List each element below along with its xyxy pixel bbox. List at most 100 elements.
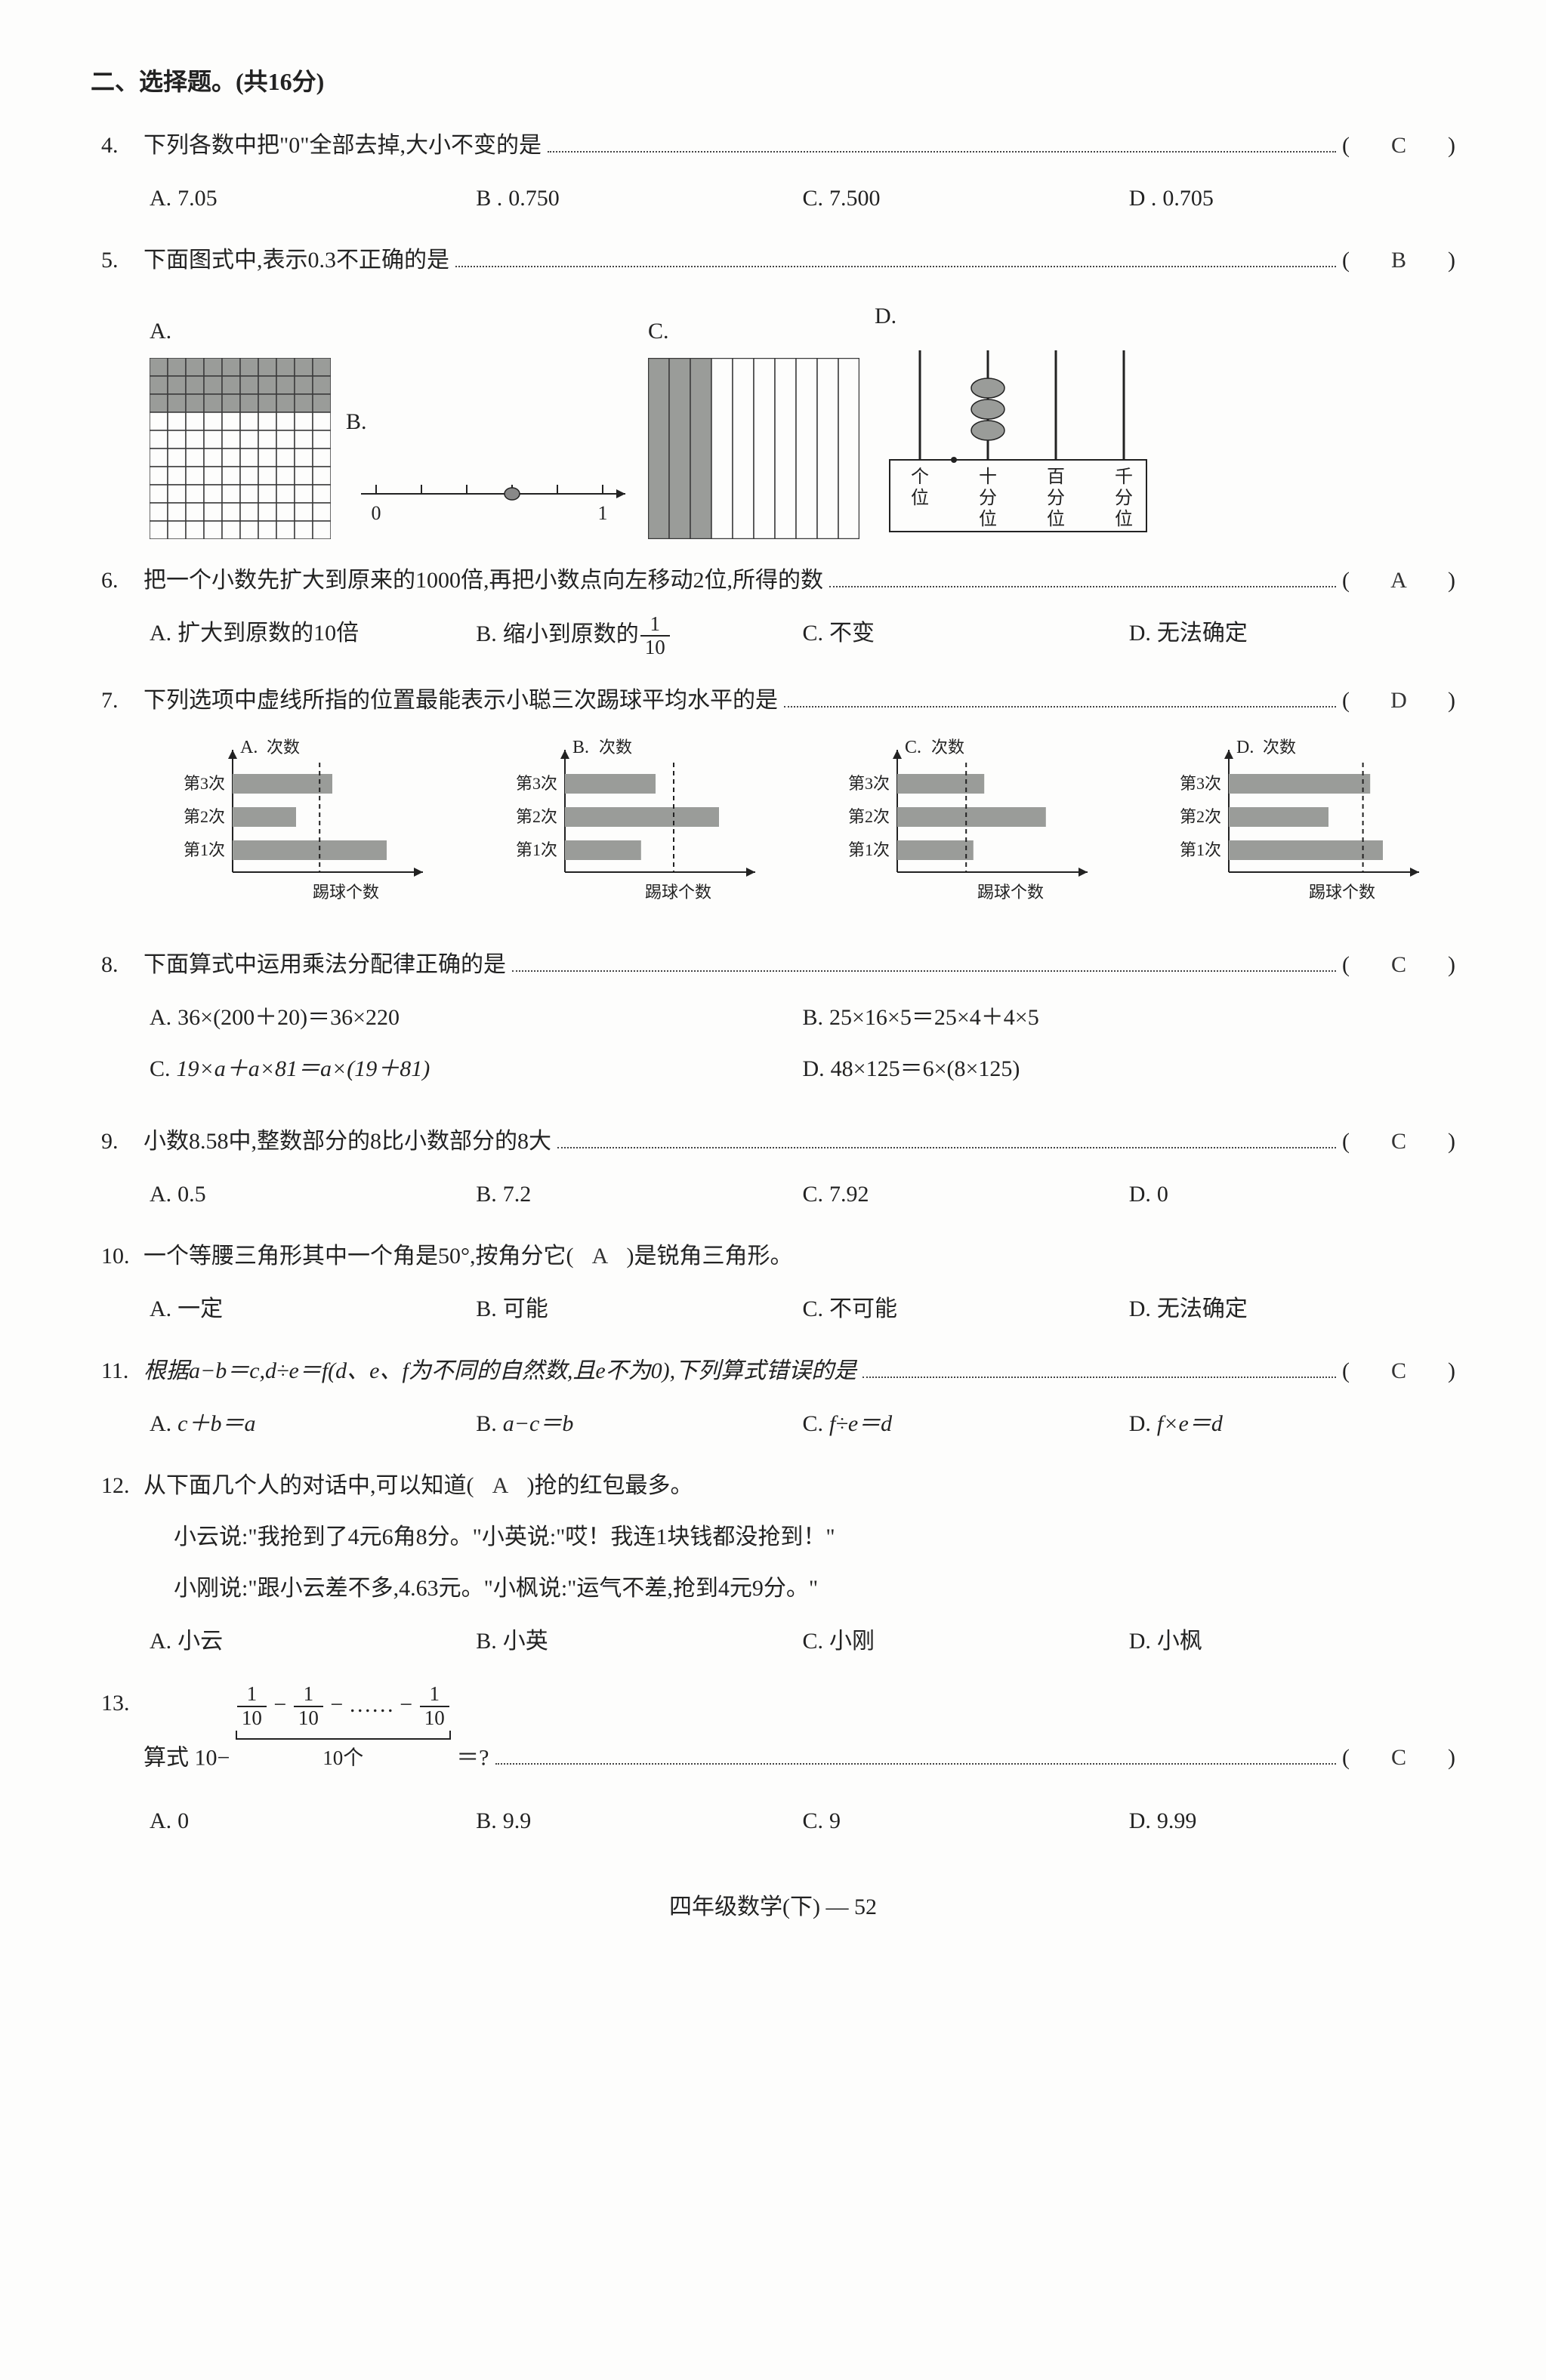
svg-text:次数: 次数 — [599, 738, 632, 757]
grid-figure — [150, 358, 331, 539]
svg-text:第2次: 第2次 — [847, 807, 889, 826]
svg-text:次数: 次数 — [267, 738, 300, 757]
q7-opt-d: D.次数第3次第2次第1次踢球个数 — [1146, 736, 1455, 923]
question-8: 8. 下面算式中运用乘法分配律正确的是 ( C ) A.36×(200＋20)＝… — [143, 945, 1455, 1100]
question-13: 13. 算式 10− 110 − 110 − …… − 110 10个 ＝? (… — [143, 1683, 1455, 1842]
q10-inline-answer: A — [574, 1236, 627, 1277]
q12-opt-d: D.小枫 — [1129, 1621, 1455, 1662]
q12-line1: 小云说:"我抢到了4元6角8分。"小英说:"哎！我连1块钱都没抢到！" — [174, 1517, 1455, 1558]
q10-opt-a: A.一定 — [150, 1289, 476, 1330]
q6-stem: 把一个小数先扩大到原来的1000倍,再把小数点向左移动2位,所得的数 — [143, 560, 823, 601]
q5-num: 5. — [101, 240, 119, 281]
q7-stem: 下列选项中虚线所指的位置最能表示小聪三次踢球平均水平的是 — [143, 680, 778, 721]
q11-answer: C — [1372, 1351, 1425, 1392]
section-title: 二、选择题。(共16分) — [91, 60, 1455, 104]
q9-num: 9. — [101, 1121, 119, 1162]
q6-opt-c: C.不变 — [803, 613, 1129, 659]
q5-paren: ( B ) — [1342, 240, 1455, 281]
q10-opt-c: C.不可能 — [803, 1289, 1129, 1330]
svg-text:千: 千 — [1115, 467, 1133, 487]
q11-options: A.c＋b＝a B.a−c＝b C.f÷e＝d D.f×e＝d — [150, 1404, 1455, 1444]
q8-opt-d: D.48×125＝6×(8×125) — [803, 1049, 1456, 1090]
bar-chart-d: D.次数第3次第2次第1次踢球个数 — [1146, 736, 1433, 910]
svg-text:D.: D. — [1236, 738, 1254, 757]
q6-options: A.扩大到原数的10倍 B.缩小到原数的110 C.不变 D.无法确定 — [150, 613, 1455, 659]
q5-answer: B — [1372, 240, 1425, 281]
svg-text:第2次: 第2次 — [1180, 807, 1221, 826]
q6-opt-a: A.扩大到原数的10倍 — [150, 613, 476, 659]
q6-num: 6. — [101, 560, 119, 601]
page-footer: 四年级数学(下) — 52 — [91, 1887, 1455, 1928]
q13-opt-c: C.9 — [803, 1801, 1129, 1842]
q8-opt-c: C.19×a＋a×81＝a×(19＋81) — [150, 1049, 803, 1090]
q4-opt-d: D .0.705 — [1129, 178, 1455, 219]
question-7: 7. 下列选项中虚线所指的位置最能表示小聪三次踢球平均水平的是 ( D ) A.… — [143, 680, 1455, 923]
q13-opt-b: B.9.9 — [476, 1801, 802, 1842]
bar-chart-a: A.次数第3次第2次第1次踢球个数 — [150, 736, 437, 910]
leader-dots — [784, 685, 1336, 708]
q9-paren: ( C ) — [1342, 1121, 1455, 1162]
svg-text:位: 位 — [979, 509, 997, 529]
q9-opt-d: D.0 — [1129, 1174, 1455, 1215]
q8-stem: 下面算式中运用乘法分配律正确的是 — [143, 945, 506, 985]
q10-opt-d: D.无法确定 — [1129, 1289, 1455, 1330]
q11-paren: ( C ) — [1342, 1351, 1455, 1392]
question-6: 6. 把一个小数先扩大到原来的1000倍,再把小数点向左移动2位,所得的数 ( … — [143, 560, 1455, 659]
q9-options: A.0.5 B.7.2 C.7.92 D.0 — [150, 1174, 1455, 1215]
q8-opt-a: A.36×(200＋20)＝36×220 — [150, 997, 803, 1038]
svg-text:次数: 次数 — [931, 738, 964, 757]
svg-text:第1次: 第1次 — [184, 840, 225, 859]
question-10: 10. 一个等腰三角形其中一个角是50°,按角分它(A)是锐角三角形。 A.一定… — [143, 1236, 1455, 1330]
svg-text:1: 1 — [598, 502, 608, 524]
q7-charts: A.次数第3次第2次第1次踢球个数 B.次数第3次第2次第1次踢球个数 C.次数… — [150, 736, 1455, 923]
q7-opt-c: C.次数第3次第2次第1次踢球个数 — [814, 736, 1124, 923]
q8-paren: ( C ) — [1342, 945, 1455, 985]
svg-text:位: 位 — [1047, 509, 1065, 529]
q6-opt-d: D.无法确定 — [1129, 613, 1455, 659]
q11-stem: 根据a−b＝c,d÷e＝f(d、e、f为不同的自然数,且e不为0),下列算式错误… — [143, 1351, 856, 1392]
leader-dots — [829, 565, 1336, 587]
svg-text:百: 百 — [1047, 467, 1065, 487]
svg-text:第1次: 第1次 — [847, 840, 889, 859]
leader-dots — [557, 1126, 1336, 1148]
leader-dots — [862, 1355, 1336, 1378]
bar-chart-b: B.次数第3次第2次第1次踢球个数 — [482, 736, 769, 910]
q12-stem: 从下面几个人的对话中,可以知道(A)抢的红包最多。 — [143, 1466, 1455, 1506]
q12-line2: 小刚说:"跟小云差不多,4.63元。"小枫说:"运气不差,抢到4元9分。" — [174, 1568, 1455, 1609]
leader-dots — [455, 245, 1336, 267]
svg-text:第3次: 第3次 — [516, 774, 557, 793]
q13-options: A.0 B.9.9 C.9 D.9.99 — [150, 1801, 1455, 1842]
svg-text:分: 分 — [1115, 488, 1133, 508]
q6-opt-b: B.缩小到原数的110 — [476, 613, 802, 659]
q5-opt-c: C. — [648, 311, 859, 539]
svg-text:第3次: 第3次 — [1180, 774, 1221, 793]
q12-options: A.小云 B.小英 C.小刚 D.小枫 — [150, 1621, 1455, 1662]
svg-text:踢球个数: 踢球个数 — [1309, 883, 1375, 902]
q7-num: 7. — [101, 680, 119, 721]
q11-opt-a: A.c＋b＝a — [150, 1404, 476, 1444]
q7-opt-b: B.次数第3次第2次第1次踢球个数 — [482, 736, 792, 923]
q13-opt-a: A.0 — [150, 1801, 476, 1842]
numberline-figure: 01 — [346, 449, 633, 539]
question-4: 4. 下列各数中把"0"全部去掉,大小不变的是 ( C ) A.7.05 B .… — [143, 125, 1455, 219]
q13-opt-d: D.9.99 — [1129, 1801, 1455, 1842]
q7-opt-a: A.次数第3次第2次第1次踢球个数 — [150, 736, 459, 923]
q4-stem: 下列各数中把"0"全部去掉,大小不变的是 — [143, 125, 542, 166]
svg-text:第2次: 第2次 — [516, 807, 557, 826]
q5-figures: A. B. 01 C. D. 个位十分位百分位千分位 — [150, 296, 1455, 539]
svg-text:第3次: 第3次 — [847, 774, 889, 793]
q5-stem: 下面图式中,表示0.3不正确的是 — [143, 240, 449, 281]
q13-num: 13. — [101, 1683, 130, 1724]
q9-answer: C — [1372, 1121, 1425, 1162]
q10-opt-b: B.可能 — [476, 1289, 802, 1330]
q13-stem: 算式 10− 110 − 110 − …… − 110 10个 ＝? — [143, 1683, 489, 1778]
svg-text:位: 位 — [1115, 509, 1133, 529]
q9-opt-b: B.7.2 — [476, 1174, 802, 1215]
q10-options: A.一定 B.可能 C.不可能 D.无法确定 — [150, 1289, 1455, 1330]
svg-text:C.: C. — [905, 738, 921, 757]
q8-options: A.36×(200＋20)＝36×220 B.25×16×5＝25×4＋4×5 … — [150, 997, 1455, 1100]
q5-opt-d: D. 个位十分位百分位千分位 — [875, 296, 1162, 539]
q7-answer: D — [1372, 680, 1425, 721]
q9-opt-a: A.0.5 — [150, 1174, 476, 1215]
leader-dots — [495, 1742, 1336, 1765]
